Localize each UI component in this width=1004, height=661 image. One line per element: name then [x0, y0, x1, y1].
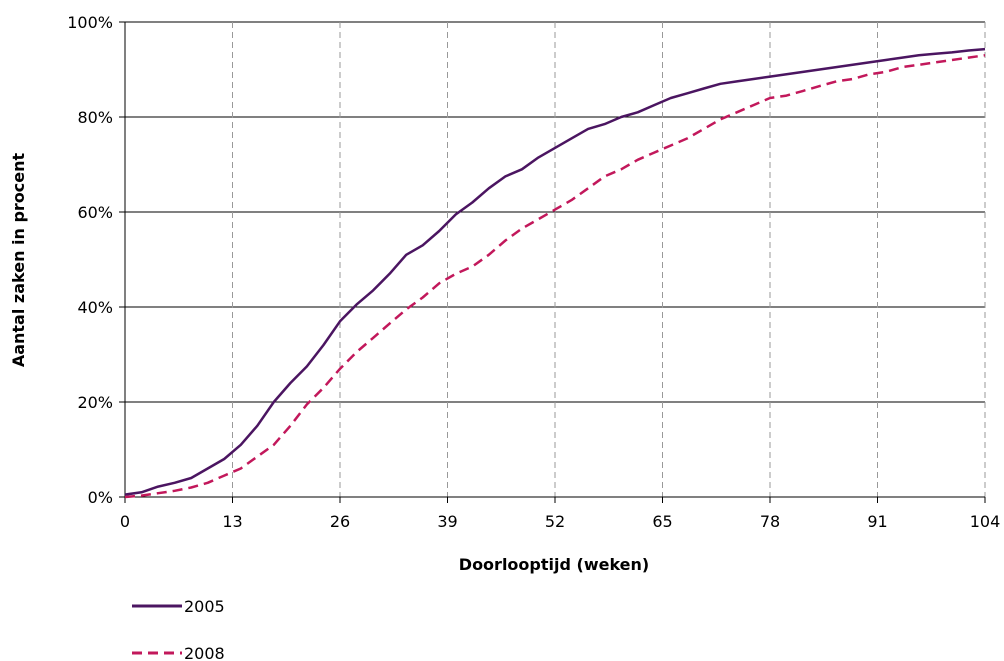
x-tick-label: 52 [545, 512, 565, 531]
x-tick-label: 39 [437, 512, 457, 531]
x-tick-label: 13 [222, 512, 242, 531]
y-tick-label: 60% [77, 203, 113, 222]
legend-item-2005: 2005 [132, 597, 225, 616]
legend-item-2008: 2008 [132, 644, 225, 661]
y-tick-label: 100% [67, 13, 113, 32]
legend-label-2008: 2008 [184, 644, 225, 661]
series-line-2005 [124, 47, 986, 496]
x-tick-label: 0 [120, 512, 130, 531]
y-tick-label: 0% [88, 488, 113, 507]
x-tick-label: 65 [652, 512, 672, 531]
y-tick-label: 20% [77, 393, 113, 412]
y-axis-title: Aantal zaken in procent [9, 152, 28, 367]
grid [125, 21, 986, 497]
legend-label-2005: 2005 [184, 597, 225, 616]
y-tick-label: 80% [77, 108, 113, 127]
x-tick-label: 104 [970, 512, 1001, 531]
series-line-2008 [124, 54, 986, 499]
x-tick-label: 91 [867, 512, 887, 531]
legend: 2005 2008 [132, 597, 225, 661]
x-tick-label: 78 [760, 512, 780, 531]
x-axis-title: Doorlooptijd (weken) [459, 555, 649, 574]
axes [119, 21, 986, 503]
tick-labels: 0% 20% 40% 60% 80% 100% 0 13 26 39 52 65 78 91 104 [67, 13, 1000, 531]
y-tick-label: 40% [77, 298, 113, 317]
x-tick-label: 26 [330, 512, 350, 531]
series-lines [124, 47, 986, 499]
